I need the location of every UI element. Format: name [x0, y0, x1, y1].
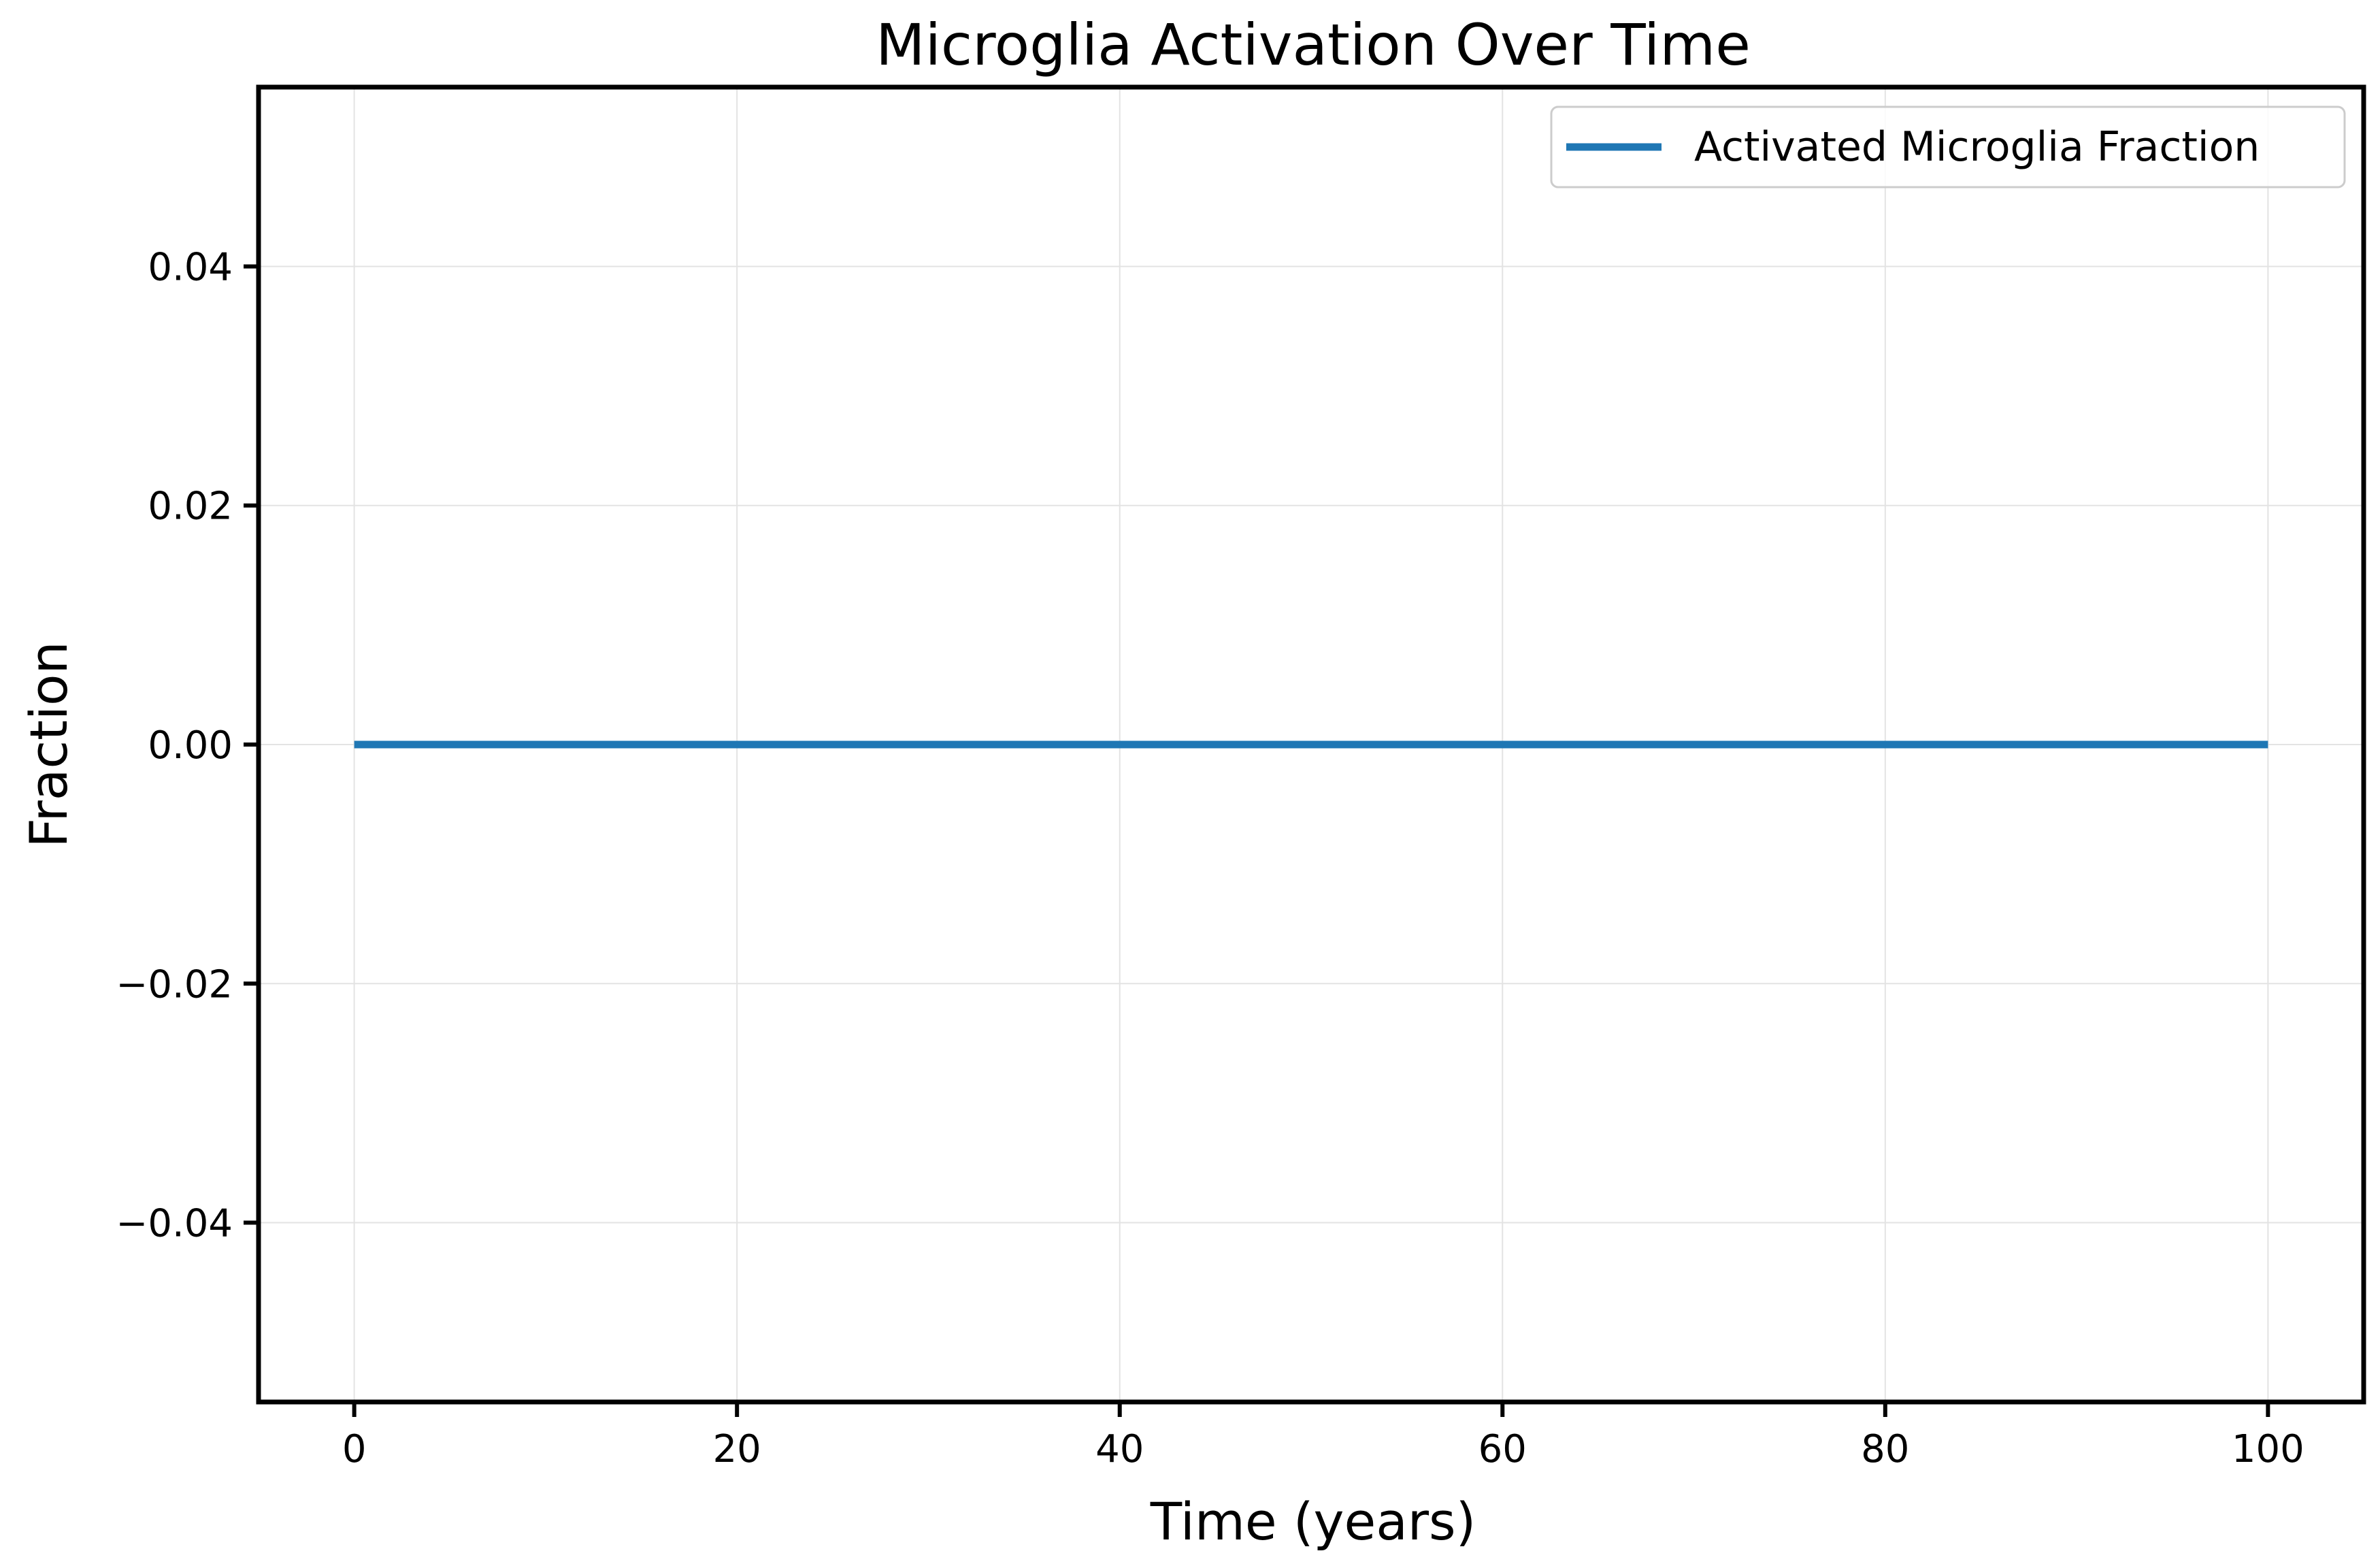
chart-title: Microglia Activation Over Time: [876, 12, 1751, 78]
y-tick-label: −0.02: [116, 962, 233, 1007]
x-tick-label: 80: [1861, 1427, 1909, 1471]
legend: Activated Microglia Fraction: [1550, 105, 2346, 189]
legend-box: [1550, 105, 2346, 189]
x-tick-label: 100: [2232, 1427, 2304, 1471]
x-tick-label: 40: [1095, 1427, 1144, 1471]
x-axis-label: Time (years): [1150, 1491, 1476, 1552]
x-tick-label: 60: [1478, 1427, 1527, 1471]
x-tick-label: 20: [713, 1427, 761, 1471]
y-axis-label: Fraction: [18, 641, 79, 847]
x-axis-ticks: 0 20 40 60 80 100: [342, 1402, 2304, 1471]
y-tick-label: 0.02: [148, 485, 233, 529]
y-tick-label: 0.00: [148, 723, 233, 768]
y-tick-label: −0.04: [116, 1202, 233, 1246]
x-tick-label: 0: [342, 1427, 367, 1471]
y-tick-label: 0.04: [148, 245, 233, 289]
legend-label-activated-microglia-fraction: Activated Microglia Fraction: [1694, 123, 2260, 171]
y-axis-ticks: −0.04 −0.02 0.00 0.02 0.04: [116, 245, 259, 1246]
